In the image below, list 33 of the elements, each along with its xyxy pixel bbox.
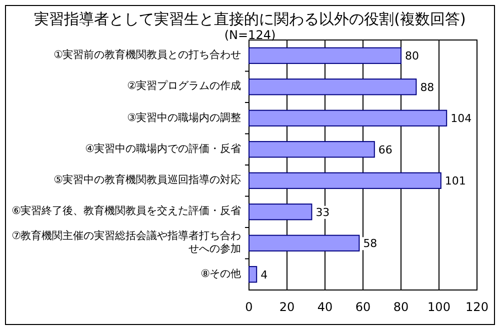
x-tick-label: 100 <box>428 300 450 314</box>
data-label: 88 <box>420 80 434 94</box>
y-tick-label: ①実習前の教育機関教員との打ち合わせ <box>52 49 241 62</box>
y-tick-label: ③実習中の職場内の調整 <box>126 112 241 125</box>
x-tick-label: 40 <box>317 300 333 314</box>
y-tick-label: ⑧その他 <box>200 268 241 281</box>
y-tick-label: ④実習中の職場内での評価・反省 <box>84 142 241 156</box>
data-label: 58 <box>363 237 378 250</box>
x-tick-label: 80 <box>393 300 409 314</box>
data-label: 4 <box>260 268 268 282</box>
x-tick-label: 0 <box>245 300 253 314</box>
bar <box>248 204 312 220</box>
bar <box>248 110 448 126</box>
data-label: 66 <box>378 143 392 156</box>
bar <box>248 172 442 189</box>
y-tick-label: ②実習プログラムの作成 <box>126 80 241 94</box>
y-tick-label: ⑦教育機関主催の実習総括会議や指導者打ち合わせへの参加 <box>10 230 241 256</box>
data-label: 80 <box>405 50 419 63</box>
chart-subtitle: (N=124) <box>224 28 276 42</box>
bar <box>248 266 258 283</box>
bar <box>248 234 360 252</box>
bar <box>248 47 402 64</box>
y-tick-label: ⑤実習中の教育機関教員巡回指導の対応 <box>52 174 241 188</box>
bar <box>248 78 417 96</box>
data-label: 101 <box>444 174 466 188</box>
bar <box>248 141 375 158</box>
x-tick-label: 60 <box>355 300 371 314</box>
data-label: 33 <box>316 206 330 219</box>
y-tick-label: ⑥実習終了後、教育機関教員を交えた評価・反省 <box>10 205 241 218</box>
x-tick-label: 20 <box>279 300 295 314</box>
data-label: 104 <box>450 112 472 126</box>
chart-title: 実習指導者として実習生と直接的に関わる以外の役割(複数回答) <box>34 10 466 28</box>
x-tick-label: 120 <box>466 300 488 314</box>
